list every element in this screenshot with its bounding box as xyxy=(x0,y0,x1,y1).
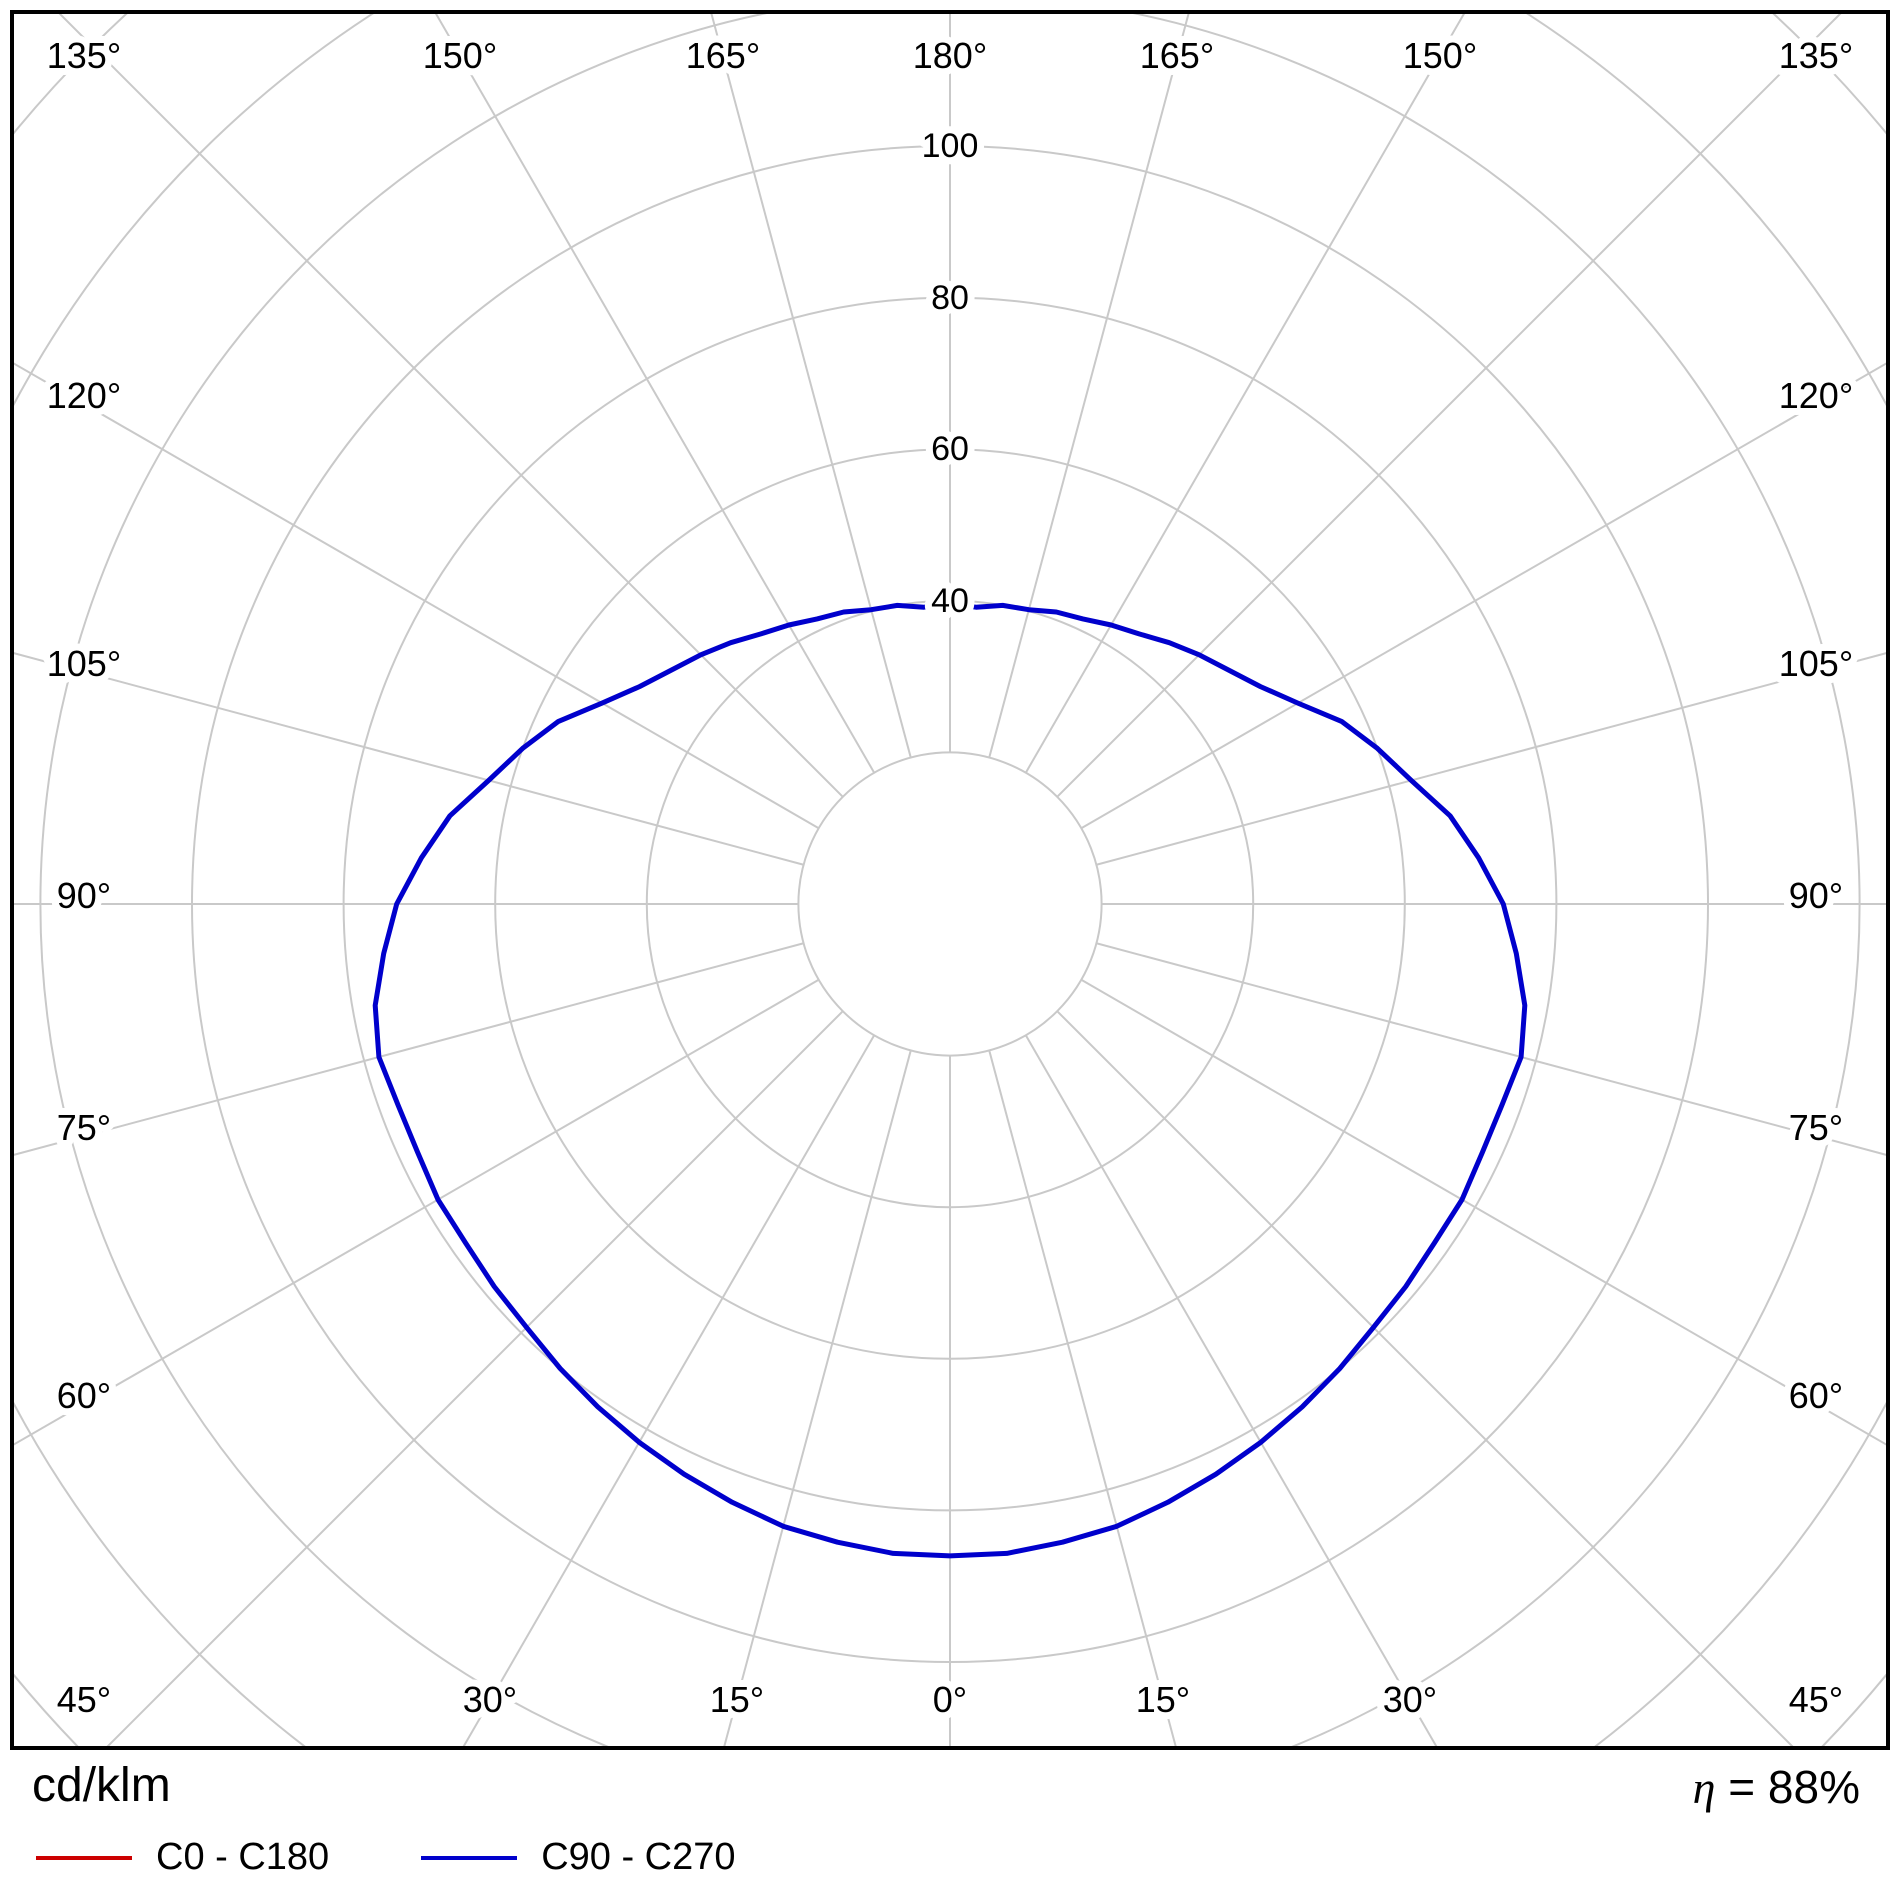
angle-label: 45° xyxy=(57,1679,111,1720)
angle-label: 105° xyxy=(1779,643,1853,684)
angle-label: 120° xyxy=(1779,375,1853,416)
angle-label: 15° xyxy=(710,1679,764,1720)
angle-label: 135° xyxy=(1779,35,1853,76)
angle-label: 45° xyxy=(1789,1679,1843,1720)
angle-label: 165° xyxy=(1140,35,1214,76)
legend-swatch-c90-c270 xyxy=(421,1855,518,1860)
angle-label: 165° xyxy=(686,35,760,76)
efficiency-label: η = 88% xyxy=(1693,1760,1860,1814)
legend-swatch-c0-c180 xyxy=(36,1855,132,1860)
radial-labels: 40 60 80 100 xyxy=(915,120,986,627)
angle-label: 90° xyxy=(57,875,111,916)
polar-grid xyxy=(14,14,1886,1746)
units-label: cd/klm xyxy=(32,1759,171,1812)
radial-label: 40 xyxy=(931,582,969,620)
angle-label: 150° xyxy=(423,35,497,76)
angle-label: 150° xyxy=(1403,35,1477,76)
eta-value: = 88% xyxy=(1728,1761,1860,1813)
angle-label: 90° xyxy=(1789,875,1843,916)
curve-C90-C270 xyxy=(372,601,1528,1559)
angle-label: 60° xyxy=(1789,1375,1843,1416)
legend-item-c0: C0 - C180 xyxy=(36,1836,329,1879)
angle-label: 105° xyxy=(47,643,121,684)
radial-label: 80 xyxy=(931,279,969,317)
legend-item-c90: C90 - C270 xyxy=(421,1836,736,1879)
angle-label: 0° xyxy=(933,1679,967,1720)
angle-label: 75° xyxy=(57,1107,111,1148)
legend: C0 - C180 C90 - C270 xyxy=(36,1836,736,1879)
angle-label: 15° xyxy=(1136,1679,1190,1720)
angle-label: 60° xyxy=(57,1375,111,1416)
angle-label: 30° xyxy=(1383,1679,1437,1720)
radial-label: 60 xyxy=(931,430,969,468)
legend-label-c0-c180: C0 - C180 xyxy=(156,1836,330,1878)
angle-label: 180° xyxy=(913,35,987,76)
polar-chart-frame: 0° 15° 15° 30° 30° 45° 45° 60° 60° 75° 75° 90° 90° 10… xyxy=(10,10,1890,1750)
angle-label: 135° xyxy=(47,35,121,76)
radial-label: 100 xyxy=(922,127,979,165)
angle-label: 30° xyxy=(463,1679,517,1720)
angle-labels: 0° 15° 15° 30° 30° 45° 45° 60° 60° 75° 75° 90° 90° 10… xyxy=(40,28,1860,1727)
legend-label-c90-c270: C90 - C270 xyxy=(541,1836,736,1878)
polar-chart: 0° 15° 15° 30° 30° 45° 45° 60° 60° 75° 75° 90° 90° 10… xyxy=(14,14,1886,1746)
angle-label: 120° xyxy=(47,375,121,416)
eta-symbol: η xyxy=(1692,1762,1716,1813)
angle-label: 75° xyxy=(1789,1107,1843,1148)
